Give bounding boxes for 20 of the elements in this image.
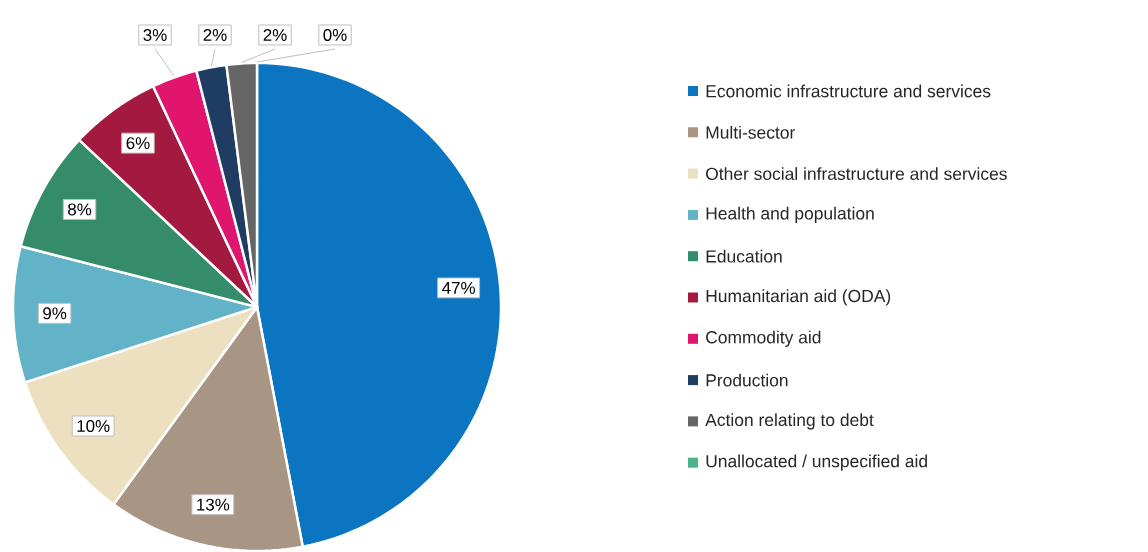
legend-label: Commodity aid — [706, 330, 821, 347]
data-label: 8% — [68, 203, 92, 216]
legend-label: Economic infrastructure and services — [706, 84, 991, 98]
legend-label: Action relating to debt — [705, 413, 874, 430]
data-label: 9% — [43, 307, 67, 320]
legend-label: Production — [706, 373, 788, 387]
data-label: 10% — [77, 420, 110, 433]
legend-label: Humanitarian aid (ODA) — [706, 289, 891, 306]
data-label: 13% — [197, 498, 230, 511]
legend-label: Health and population — [706, 206, 874, 224]
data-label: 6% — [126, 137, 150, 150]
data-label: 2% — [203, 29, 227, 41]
text: 0% — [323, 28, 347, 41]
legend-label: Multi-sector — [706, 125, 795, 139]
data-label: 47% — [442, 282, 475, 294]
data-label: 2% — [263, 29, 287, 41]
legend-label: Unallocated / unspecified aid — [706, 454, 927, 471]
data-label: 3% — [143, 28, 167, 41]
legend-label: Other social infrastructure and services — [706, 167, 1007, 180]
legend-label: Education — [706, 249, 782, 263]
